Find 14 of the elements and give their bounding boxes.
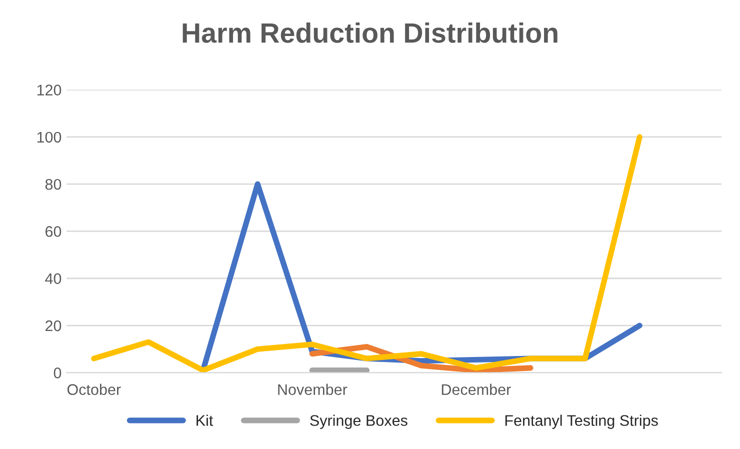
y-tick-label: 0	[54, 368, 62, 378]
x-tick-label: October	[67, 384, 121, 396]
y-tick-label: 100	[37, 132, 62, 143]
legend-label: Kit	[196, 414, 214, 426]
chart-title: Harm Reduction Distribution	[182, 22, 558, 43]
x-tick-label: November	[278, 384, 348, 396]
x-tick-label: December	[442, 384, 511, 396]
y-tick-label: 60	[46, 226, 62, 237]
y-tick-label: 20	[46, 320, 62, 332]
legend-label: Syringe Boxes	[310, 414, 408, 429]
legend-label: Fentanyl Testing Strips	[505, 414, 658, 429]
y-tick-label: 80	[45, 178, 62, 190]
y-tick-label: 120	[37, 84, 62, 96]
y-tick-label: 40	[45, 273, 62, 284]
